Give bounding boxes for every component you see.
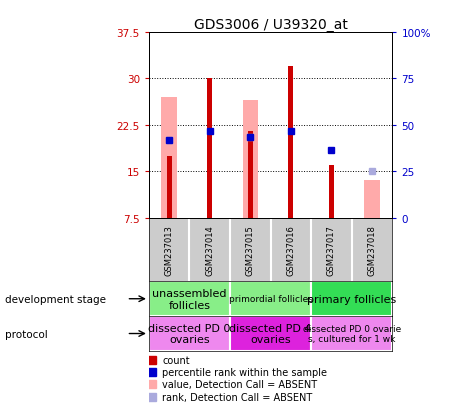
Bar (311, 316, 392, 351)
Text: rank, Detection Call = ABSENT: rank, Detection Call = ABSENT (162, 392, 313, 401)
Text: protocol: protocol (5, 329, 47, 339)
Text: GSM237016: GSM237016 (286, 225, 295, 275)
Bar (248, 132, 253, 218)
Text: unassembled
follicles: unassembled follicles (152, 288, 227, 310)
Text: GSM237015: GSM237015 (246, 225, 255, 275)
Text: count: count (162, 355, 190, 365)
Bar (329, 166, 334, 218)
Title: GDS3006 / U39320_at: GDS3006 / U39320_at (193, 18, 348, 32)
Text: value, Detection Call = ABSENT: value, Detection Call = ABSENT (162, 379, 318, 389)
Text: dissected PD 0
ovaries: dissected PD 0 ovaries (148, 323, 230, 344)
Text: GSM237013: GSM237013 (165, 225, 174, 275)
Bar (149, 316, 230, 351)
Bar (230, 282, 311, 316)
Text: GSM237018: GSM237018 (368, 225, 377, 275)
Bar (149, 282, 230, 316)
Bar (289, 67, 293, 218)
Bar (207, 79, 212, 218)
Bar (243, 101, 258, 218)
Bar (161, 98, 177, 218)
Bar (311, 282, 392, 316)
Text: GSM237014: GSM237014 (205, 225, 214, 275)
Bar (230, 316, 311, 351)
Text: development stage: development stage (5, 294, 106, 304)
Bar (167, 157, 171, 218)
Bar (364, 181, 380, 218)
Text: primary follicles: primary follicles (307, 294, 396, 304)
Text: percentile rank within the sample: percentile rank within the sample (162, 367, 327, 377)
Text: dissected PD 0 ovarie
s, cultured for 1 wk: dissected PD 0 ovarie s, cultured for 1 … (303, 324, 401, 343)
Text: primordial follicles: primordial follicles (229, 294, 313, 304)
Text: dissected PD 4
ovaries: dissected PD 4 ovaries (230, 323, 312, 344)
Text: GSM237017: GSM237017 (327, 225, 336, 275)
